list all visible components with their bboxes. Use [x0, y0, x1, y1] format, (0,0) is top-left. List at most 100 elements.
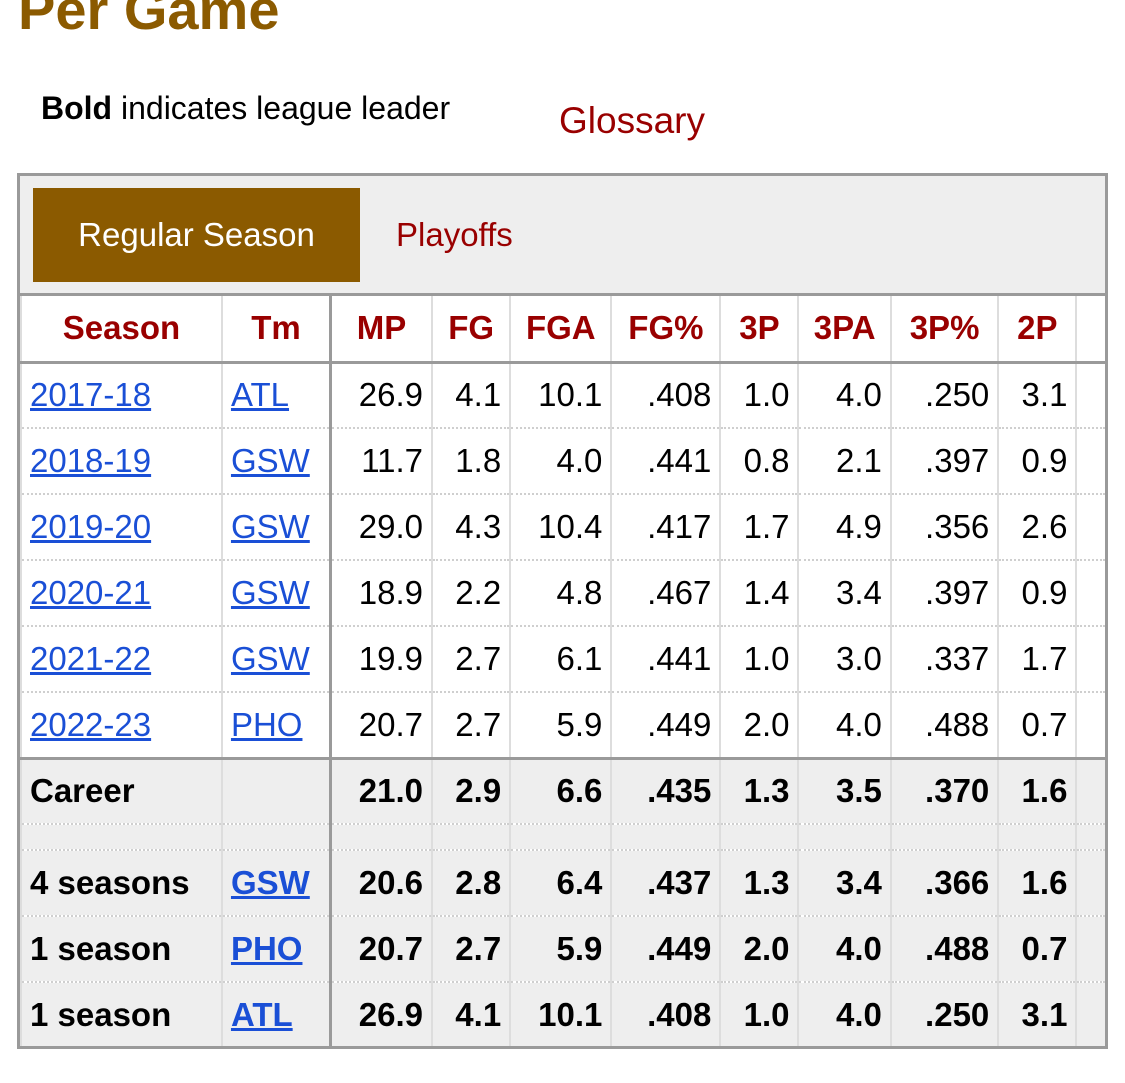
column-header-tm[interactable]: Tm: [220, 296, 332, 364]
cell-tpp: .488: [889, 692, 999, 759]
cell-tm: GSW: [220, 626, 332, 693]
cell-season: 2019-20: [20, 494, 222, 561]
cell-tpa: 4.0: [797, 692, 891, 759]
spacer-cell: [610, 824, 721, 851]
tab-regular-season[interactable]: Regular Season: [33, 188, 360, 282]
column-header-fga[interactable]: FGA: [509, 296, 612, 364]
cell-tm: GSW: [220, 494, 332, 561]
cell-tm: PHO: [220, 692, 332, 759]
tab-playoffs[interactable]: Playoffs: [396, 216, 513, 253]
season-link[interactable]: 2022-23: [30, 705, 152, 743]
team-link[interactable]: ATL: [230, 996, 293, 1033]
cell-fgp: .449: [610, 692, 721, 759]
cell-fg: 2.7: [431, 626, 511, 693]
spacer-cell: [889, 824, 999, 851]
column-header-fg[interactable]: FG: [431, 296, 511, 364]
cell-tp: 1.3: [719, 756, 799, 825]
cell-fga: 10.1: [509, 982, 612, 1046]
column-header-season[interactable]: Season: [20, 296, 222, 364]
cell-season: 4 seasons: [20, 850, 222, 917]
season-link[interactable]: 2021-22: [30, 640, 152, 677]
cell-tpp: .366: [889, 850, 999, 917]
cell-fgp: .449: [610, 916, 721, 983]
table-row: 2022-23 PHO 20.7 2.7 5.9.449 2.0 4.0.488 0.7: [20, 692, 1105, 759]
bold-word: Bold: [41, 90, 113, 126]
cell-overflow: [1075, 560, 1105, 627]
cell-twop: 1.6: [997, 850, 1077, 917]
cell-twop: 1.7: [997, 626, 1077, 693]
column-header-tp[interactable]: 3P: [719, 296, 799, 364]
team-link[interactable]: GSW: [230, 640, 310, 677]
cell-tm: GSW: [220, 560, 332, 627]
cell-season: 2020-21: [20, 560, 222, 627]
season-link[interactable]: 2019-20: [30, 508, 152, 545]
glossary-link[interactable]: Glossary: [559, 100, 705, 141]
season-link[interactable]: 2018-19: [30, 442, 152, 479]
spacer-cell: [719, 824, 799, 851]
column-header-tpa[interactable]: 3PA: [797, 296, 891, 364]
cell-mp: 29.0: [329, 494, 433, 561]
spacer-cell: [509, 824, 612, 851]
spacer-cell: [20, 824, 222, 851]
team-link[interactable]: GSW: [230, 574, 310, 611]
team-link[interactable]: PHO: [230, 930, 303, 967]
cell-tpp: .356: [889, 494, 999, 561]
cell-overflow: [1075, 362, 1105, 429]
cell-overflow: [1075, 494, 1105, 561]
cell-fgp: .441: [610, 428, 721, 495]
cell-fgp: .467: [610, 560, 721, 627]
cell-mp: 20.6: [329, 850, 433, 917]
table-row: 2020-21 GSW 18.9 2.2 4.8.467 1.4 3.4.397 0.9: [20, 560, 1105, 627]
column-header-tpp[interactable]: 3P%: [889, 296, 999, 364]
cell-tpa: 3.4: [797, 850, 891, 917]
cell-twop: 0.9: [997, 560, 1077, 627]
cell-season: Career: [20, 756, 222, 825]
cell-fg: 2.7: [431, 692, 511, 759]
cell-tm: ATL: [220, 982, 332, 1046]
cell-tpp: .488: [889, 916, 999, 983]
cell-fga: 6.6: [509, 756, 612, 825]
cell-season: 1 season: [20, 916, 222, 983]
cell-fg: 2.9: [431, 756, 511, 825]
cell-fg: 2.7: [431, 916, 511, 983]
team-link[interactable]: GSW: [230, 864, 310, 901]
cell-tm: GSW: [220, 850, 332, 917]
team-link[interactable]: GSW: [230, 508, 310, 545]
team-link[interactable]: ATL: [230, 376, 290, 414]
cell-overflow: [1075, 756, 1105, 825]
column-header-fgp[interactable]: FG%: [610, 296, 721, 364]
cell-tpa: 2.1: [797, 428, 891, 495]
cell-mp: 26.9: [329, 362, 433, 429]
team-link[interactable]: PHO: [230, 705, 303, 743]
team-link[interactable]: GSW: [230, 442, 310, 479]
cell-tpa: 4.0: [797, 916, 891, 983]
cell-fg: 4.3: [431, 494, 511, 561]
column-header-mp[interactable]: MP: [329, 296, 433, 364]
cell-tp: 2.0: [719, 692, 799, 759]
stats-panel: Regular Season Playoffs Season Tm MP FG FGA F…: [17, 173, 1108, 1049]
cell-mp: 21.0: [329, 756, 433, 825]
cell-fg: 4.1: [431, 362, 511, 429]
league-leader-text: indicates league leader: [112, 90, 451, 126]
cell-overflow: [1075, 692, 1105, 759]
column-header-twop[interactable]: 2P: [997, 296, 1077, 364]
spacer-row: [20, 824, 1105, 851]
cell-fg: 4.1: [431, 982, 511, 1046]
cell-twop: 2.6: [997, 494, 1077, 561]
cell-fg: 1.8: [431, 428, 511, 495]
table-row: 2018-19 GSW 11.7 1.8 4.0.441 0.8 2.1.397 0.9: [20, 428, 1105, 495]
league-leader-note: Bold indicates league leader: [41, 90, 450, 127]
season-link[interactable]: 2017-18: [30, 376, 152, 414]
cell-tpa: 4.0: [797, 982, 891, 1046]
cell-tp: 0.8: [719, 428, 799, 495]
cell-season: 1 season: [20, 982, 222, 1046]
spacer-cell: [431, 824, 511, 851]
cell-tpa: 4.0: [797, 362, 891, 429]
season-link[interactable]: 2020-21: [30, 574, 152, 611]
cell-fg: 2.8: [431, 850, 511, 917]
table-header-row: Season Tm MP FG FGA FG% 3P 3PA 3P% 2P: [20, 296, 1105, 364]
cell-overflow: [1075, 850, 1105, 917]
cell-tpp: .250: [889, 982, 999, 1046]
cell-twop: 3.1: [997, 982, 1077, 1046]
cell-fga: 4.8: [509, 560, 612, 627]
